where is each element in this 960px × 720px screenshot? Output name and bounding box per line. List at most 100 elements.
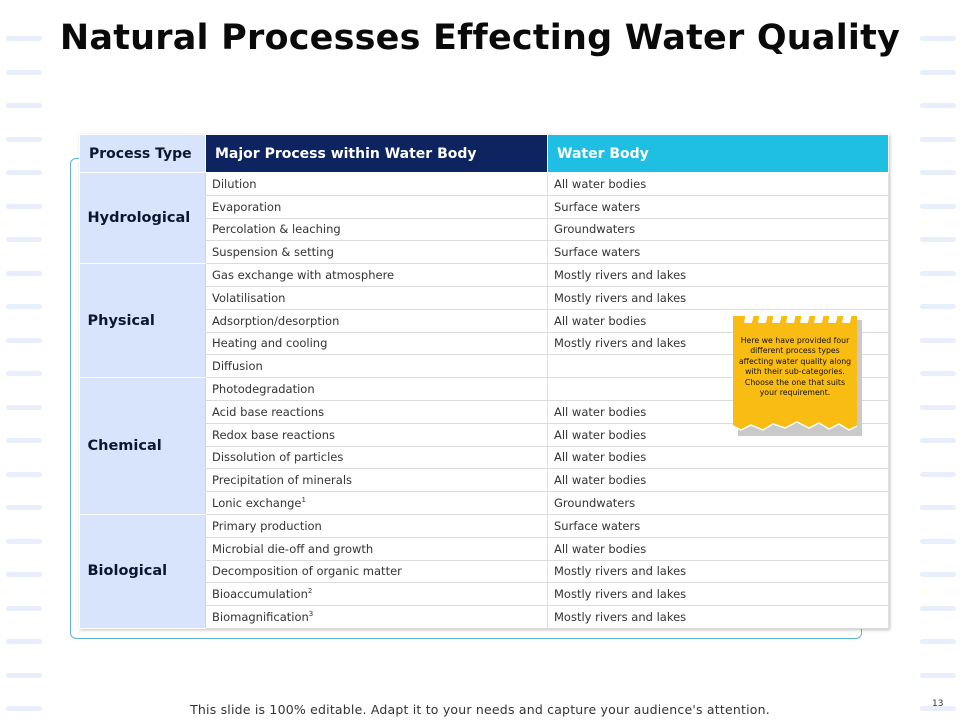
decor-dash — [6, 237, 42, 242]
water-body-cell: Groundwaters — [547, 491, 889, 515]
decor-dash — [920, 36, 956, 41]
process-cell: Primary production — [205, 514, 548, 538]
water-body-cell: Surface waters — [547, 514, 889, 538]
process-cell: Acid base reactions — [205, 400, 548, 424]
decor-dash — [6, 405, 42, 410]
binding-tab — [813, 313, 825, 323]
water-body-cell: Mostly rivers and lakes — [547, 560, 889, 584]
decor-dash — [920, 505, 956, 510]
process-name: Dilution — [212, 176, 257, 191]
sticky-note-line: Choose the one that suits — [744, 377, 846, 387]
table-row: Biological Primary production Surface wate… — [79, 514, 889, 629]
decor-dash — [6, 706, 42, 711]
table-row: Biomagnification3 Mostly rivers and lakes — [80, 605, 889, 629]
process-cell: Adsorption/desorption — [205, 309, 548, 333]
decor-dash — [920, 271, 956, 276]
table-row: Evaporation Surface waters — [80, 195, 889, 219]
process-cell: Biomagnification3 — [205, 605, 548, 629]
decor-dash — [920, 673, 956, 678]
process-name: Percolation & leaching — [212, 222, 341, 237]
water-body-cell: All water bodies — [547, 468, 889, 493]
page-number: 13 — [932, 699, 944, 709]
decor-dash — [920, 606, 956, 611]
process-name: Lonic exchange — [212, 496, 302, 511]
decor-dash — [6, 539, 42, 544]
water-body-cell: Mostly rivers and lakes — [547, 582, 889, 607]
decor-dash — [920, 472, 956, 477]
process-cell: Lonic exchange1 — [205, 491, 548, 515]
decor-dash — [6, 438, 42, 443]
table-row: Volatilisation Mostly rivers and lakes — [80, 286, 889, 310]
table-row: Decomposition of organic matter Mostly ri… — [80, 560, 889, 584]
process-cell: Precipitation of minerals — [205, 468, 548, 493]
sticky-note-text: Here we have provided four different proc… — [737, 336, 853, 398]
sticky-note-line: with their sub-categories. — [745, 367, 845, 377]
water-body-cell: Groundwaters — [547, 218, 889, 242]
decor-dash — [920, 338, 956, 343]
process-cell: Dilution — [205, 172, 548, 196]
process-name: Volatilisation — [212, 290, 286, 305]
binding-tab — [841, 313, 853, 323]
sticky-note-line: your requirement. — [759, 388, 831, 398]
process-name: Evaporation — [212, 199, 282, 214]
table-row: Hydrological Dilution All water bodies — [79, 172, 889, 265]
binding-tab — [757, 313, 769, 323]
binding-tab — [799, 313, 811, 323]
sticky-note-torn-edge — [733, 418, 857, 431]
process-cell: Redox base reactions — [205, 423, 548, 447]
process-name: Adsorption/desorption — [212, 313, 340, 328]
decor-dash — [920, 438, 956, 443]
process-name: Decomposition of organic matter — [212, 564, 402, 579]
sticky-note-line: Here we have provided four — [740, 336, 850, 345]
process-name: Photodegradation — [212, 382, 315, 397]
table-row: Lonic exchange1 Groundwaters — [80, 491, 889, 515]
sticky-note-line: different process types — [750, 346, 840, 356]
slide-title: Natural Processes Effecting Water Qualit… — [59, 18, 901, 58]
process-name: Suspension & setting — [212, 245, 334, 260]
table-row: Dissolution of particles All water bodies — [80, 446, 889, 470]
decor-dash — [920, 304, 956, 309]
footer-note: This slide is 100% editable. Adapt it to… — [190, 702, 770, 717]
process-cell: Diffusion — [205, 354, 548, 379]
process-type-cell: Biological — [79, 514, 206, 629]
sticky-note: Here we have provided four different proc… — [733, 313, 862, 436]
header-water-body: Water Body — [547, 134, 889, 173]
water-body-cell: All water bodies — [547, 537, 889, 561]
footnote-marker: 2 — [307, 587, 313, 596]
sticky-note-body: Here we have provided four different proc… — [733, 313, 857, 424]
footnote-marker: 3 — [308, 610, 314, 619]
decor-dash — [920, 237, 956, 242]
process-cell: Dissolution of particles — [205, 446, 548, 470]
decor-dash — [6, 505, 42, 510]
header-process-type: Process Type — [79, 134, 206, 173]
decor-dash — [6, 70, 42, 75]
process-name: Precipitation of minerals — [212, 473, 352, 488]
decor-dash — [6, 371, 42, 376]
decor-dash — [920, 204, 956, 209]
decor-dash — [6, 472, 42, 477]
table-header-row: Process Type Major Process within Water … — [79, 134, 889, 173]
process-name: Biomagnification — [212, 610, 309, 625]
decor-dash — [920, 371, 956, 376]
decor-dash — [6, 271, 42, 276]
sticky-note-line: affecting water quality along — [738, 356, 852, 366]
binding-tab — [743, 313, 755, 323]
binding-tab — [827, 313, 839, 323]
decor-dash — [920, 639, 956, 644]
decor-dash — [6, 36, 42, 41]
process-cell: Heating and cooling — [205, 332, 548, 356]
process-cell: Photodegradation — [205, 377, 548, 401]
decor-dash — [6, 304, 42, 309]
decor-dash — [920, 170, 956, 175]
process-name: Gas exchange with atmosphere — [212, 268, 395, 283]
water-body-cell: Mostly rivers and lakes — [547, 286, 889, 310]
process-cell: Suspension & setting — [205, 240, 548, 265]
water-body-cell: Surface waters — [547, 240, 889, 265]
process-cell: Bioaccumulation2 — [205, 582, 548, 607]
process-type-cell: Physical — [79, 263, 206, 379]
decor-dash — [920, 103, 956, 108]
process-type-cell: Chemical — [79, 377, 206, 515]
process-cell: Percolation & leaching — [205, 218, 548, 242]
binding-tab — [771, 313, 783, 323]
decor-dash — [6, 338, 42, 343]
